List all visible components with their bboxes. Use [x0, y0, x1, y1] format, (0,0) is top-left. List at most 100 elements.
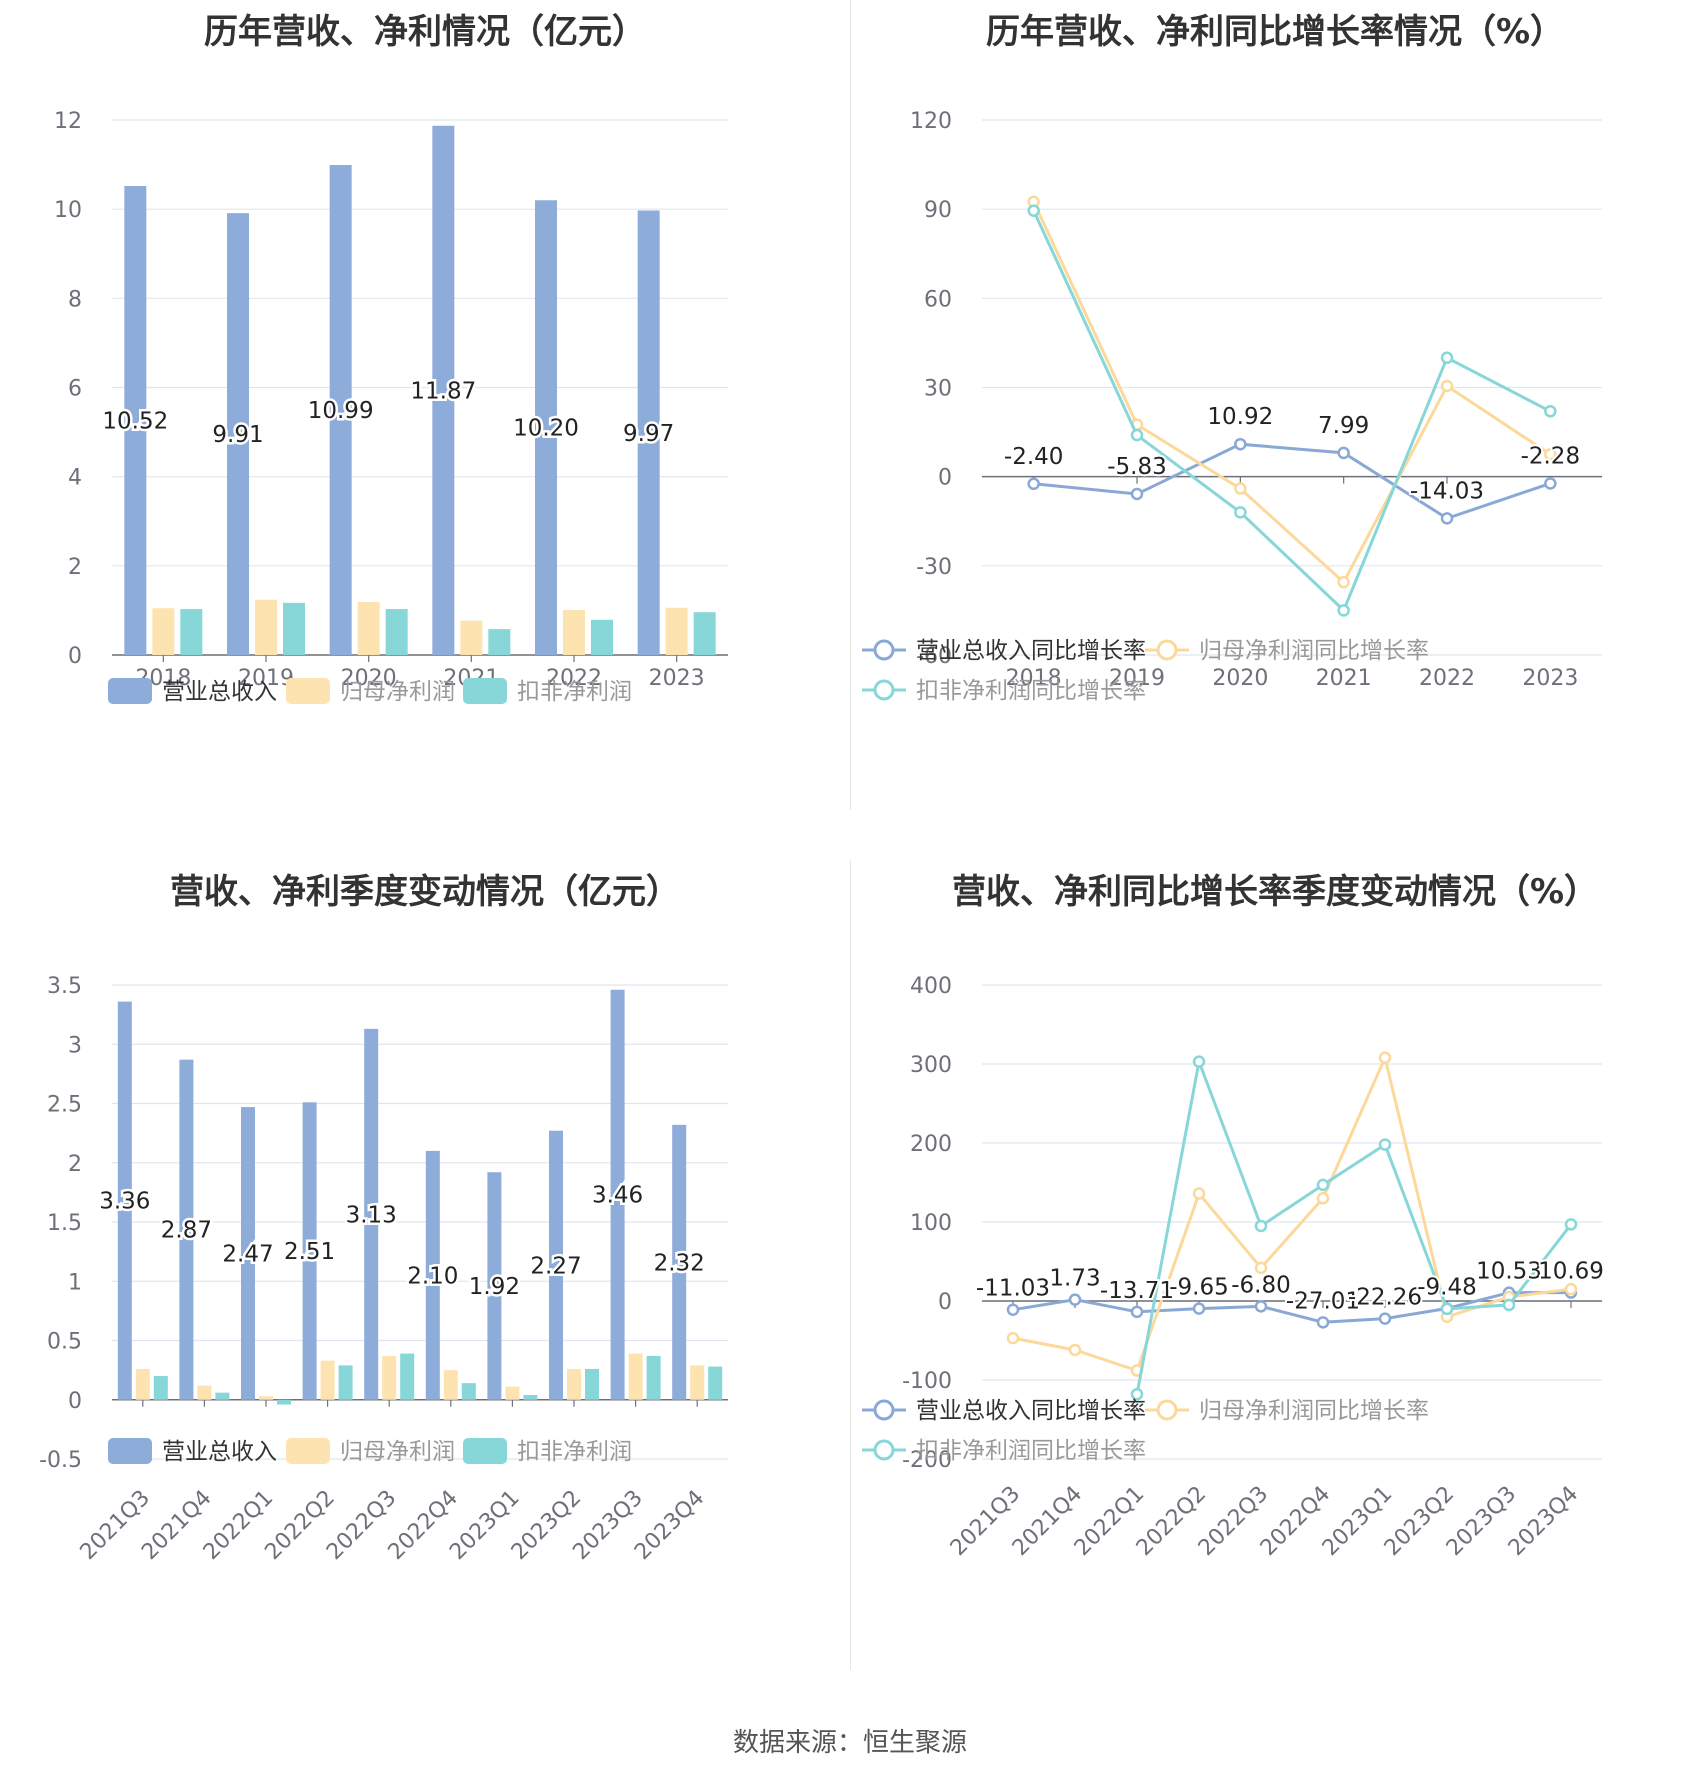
point-net-profit [1006, 1331, 1020, 1345]
data-label: 2.47 [222, 1241, 273, 1267]
x-tick-label: 2019 [1109, 666, 1165, 691]
y-tick-label: 60 [924, 287, 952, 312]
point-revenue [1337, 446, 1350, 460]
point-revenue [1027, 477, 1040, 491]
data-label: 9.97 [623, 421, 674, 447]
bar-revenue [117, 1001, 132, 1400]
point-deducted-profit [1192, 1055, 1206, 1068]
point-net-profit [1564, 1282, 1578, 1296]
data-label: -2.28 [1521, 443, 1581, 469]
point-net-profit [1192, 1187, 1206, 1200]
legend-label: 扣非净利润同比增长率 [916, 1438, 1146, 1464]
data-label: -2.40 [1004, 444, 1064, 470]
data-label: 2.27 [530, 1253, 581, 1279]
y-tick-label: 0.5 [47, 1330, 82, 1355]
point-revenue [1254, 1300, 1268, 1313]
x-tick-label: 2020 [1212, 666, 1268, 691]
data-label: -13.71 [1100, 1278, 1174, 1304]
data-label: -22.26 [1348, 1285, 1422, 1311]
line-revenue-growth [1033, 442, 1551, 521]
legend-marker [873, 639, 895, 661]
y-tick-label: -60 [916, 644, 952, 669]
legend-marker [873, 679, 895, 701]
y-tick-label: -100 [902, 1369, 952, 1394]
y-tick-label: 100 [910, 1211, 952, 1236]
bar-revenue [179, 1059, 194, 1400]
point-deducted-profit [1130, 1387, 1144, 1401]
data-label: 3.46 [592, 1183, 643, 1209]
data-label: -11.03 [976, 1276, 1050, 1302]
legend-label: 扣非净利润 [517, 1439, 632, 1465]
point-net-profit [1234, 482, 1247, 495]
legend-swatch [108, 678, 152, 704]
y-tick-label: 0 [938, 466, 952, 491]
point-deducted-profit [1027, 204, 1040, 217]
point-net-profit [1440, 379, 1454, 393]
point-deducted-profit [1564, 1218, 1578, 1231]
legend-swatch [463, 1438, 507, 1464]
y-tick-label: 1 [68, 1270, 82, 1295]
data-source: 数据来源：恒生聚源 [732, 1728, 967, 1758]
bar-revenue [241, 1107, 255, 1400]
y-tick-label: 1.5 [47, 1211, 82, 1236]
y-tick-label: 0 [68, 1389, 82, 1414]
legend-label: 营业总收入同比增长率 [916, 1398, 1146, 1424]
bar-revenue [549, 1130, 563, 1400]
data-label: 2.32 [654, 1250, 705, 1276]
y-tick-label: 10 [54, 198, 82, 223]
y-tick-label: 2.5 [47, 1093, 82, 1118]
point-revenue [1234, 437, 1247, 451]
data-label: -27.01 [1286, 1288, 1360, 1314]
bar-net-profit [152, 608, 175, 655]
legend-swatch [286, 1438, 330, 1464]
point-deducted-profit [1378, 1138, 1392, 1151]
bar-deducted-profit [283, 602, 305, 655]
vertical-divider-bottom [850, 860, 851, 1670]
point-deducted-profit [1130, 428, 1144, 442]
point-net-profit [1378, 1051, 1392, 1064]
y-tick-label: -0.5 [39, 1448, 82, 1473]
y-tick-label: 300 [910, 1053, 952, 1078]
y-tick-label: 6 [68, 377, 82, 402]
bar-net-profit [320, 1360, 335, 1400]
bar-net-profit [382, 1355, 397, 1400]
y-tick-label: 0 [938, 1290, 952, 1315]
legend-swatch [286, 678, 330, 704]
data-label: -5.83 [1107, 454, 1167, 480]
data-label: 3.13 [346, 1202, 397, 1228]
annual-line-title: 历年营收、净利同比增长率情况（%） [985, 12, 1565, 52]
bar-revenue [535, 200, 557, 655]
annual-bar-chart: 02468101220182019202020212022202310.529.… [54, 109, 728, 705]
data-label: 10.92 [1207, 404, 1273, 430]
bar-deducted-profit [400, 1353, 415, 1400]
x-tick-label: 2019 [238, 666, 294, 691]
point-revenue [1544, 477, 1557, 490]
annual-line-panel: 历年营收、净利同比增长率情况（%） -60 -30 0 30 60 90 120 2018 20… [850, 0, 1700, 820]
x-tick-label: 2023 [649, 666, 705, 691]
data-label: 1.73 [1049, 1266, 1100, 1292]
y-tick-label: 8 [68, 287, 82, 312]
bar-net-profit [357, 601, 380, 655]
legend-label: 归母净利润 [340, 1439, 455, 1465]
y-tick-label: 0 [68, 644, 82, 669]
data-label: 7.99 [1318, 413, 1369, 439]
bar-net-profit [505, 1386, 520, 1400]
legend-label: 扣非净利润 [517, 679, 632, 705]
point-deducted-profit [1337, 604, 1350, 617]
data-label: 10.52 [102, 408, 168, 434]
x-tick-label: 2022 [1419, 666, 1475, 691]
y-tick-label: 200 [910, 1132, 952, 1157]
bar-revenue [124, 185, 147, 655]
bar-revenue [432, 125, 455, 655]
x-tick-label: 2022 [546, 666, 602, 691]
x-tick-label: 2018 [1006, 666, 1062, 691]
bar-net-profit [255, 599, 277, 655]
legend-label: 扣非净利润同比增长率 [916, 678, 1146, 704]
bar-revenue [364, 1028, 379, 1400]
point-deducted-profit [1254, 1219, 1268, 1233]
y-tick-label: -30 [916, 555, 952, 580]
point-revenue [1068, 1293, 1082, 1306]
bar-deducted-profit [585, 1368, 599, 1400]
point-revenue [1378, 1312, 1392, 1325]
bar-net-profit [135, 1368, 150, 1400]
